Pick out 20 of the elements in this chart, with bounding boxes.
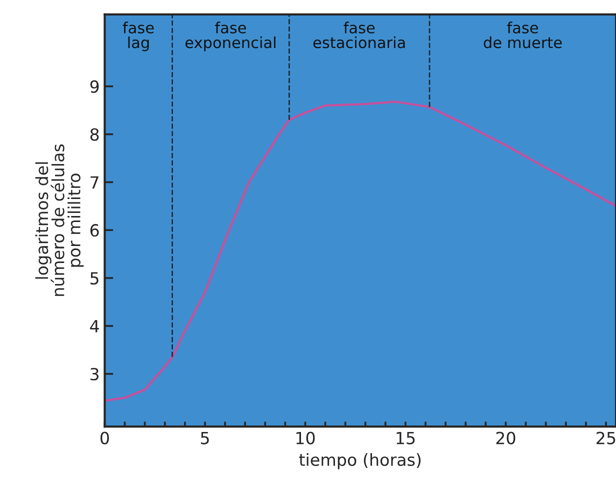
annotation: fase estacionaria bbox=[313, 22, 405, 48]
y-tick-label: 7 bbox=[90, 176, 98, 189]
annotation: fase de muerte bbox=[484, 22, 562, 48]
y-tick-label: 5 bbox=[90, 272, 98, 285]
y-tick-label: 6 bbox=[90, 224, 99, 237]
y-axis-title: logaritmos del número de células por mililitro bbox=[35, 144, 84, 296]
x-tick-label: 25 bbox=[596, 432, 616, 444]
x-tick-label: 5 bbox=[200, 432, 209, 444]
y-tick-label: 9 bbox=[90, 80, 99, 93]
annotation: fase lag bbox=[122, 22, 154, 52]
x-axis-title: tiempo (horas) bbox=[299, 453, 421, 470]
x-tick-label: 20 bbox=[496, 432, 516, 444]
x-tick-label: 0 bbox=[100, 432, 109, 444]
x-tick-label: 15 bbox=[396, 432, 415, 444]
line-series bbox=[104, 100, 616, 402]
y-tick-label: 3 bbox=[90, 368, 99, 380]
y-tick-label: 4 bbox=[90, 320, 99, 332]
annotation: fase exponencial bbox=[185, 22, 276, 52]
x-tick-label: 10 bbox=[296, 432, 315, 444]
y-tick-label: 8 bbox=[90, 128, 99, 141]
